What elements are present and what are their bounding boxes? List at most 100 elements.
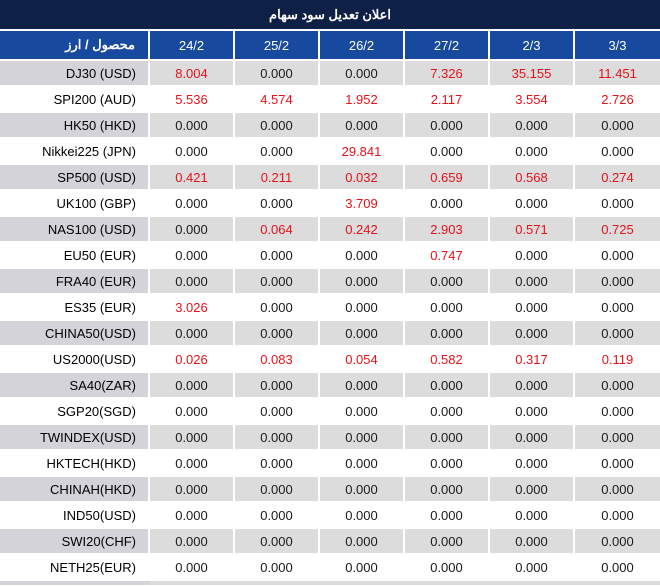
instrument-name: CHINAH(HKD)	[0, 477, 150, 503]
table-row: Nikkei225 (JPN) 0.000 0.000 29.841 0.000 0.00…	[0, 139, 660, 165]
dividend-value: 0.000	[575, 243, 660, 269]
dividend-value: 0.000	[320, 477, 405, 503]
title-bar: اعلان تعديل سود سهام	[0, 0, 660, 31]
dividend-value: 0.000	[490, 399, 575, 425]
instrument-name: HKTECH(HKD)	[0, 451, 150, 477]
dividend-value: 0.000	[235, 503, 320, 529]
dividend-value: 0.000	[235, 425, 320, 451]
dividend-value: 0.000	[320, 373, 405, 399]
dividend-value: 0.000	[490, 243, 575, 269]
dividend-value: 0.000	[320, 529, 405, 555]
instrument-name: FRA40 (EUR)	[0, 269, 150, 295]
dividend-value: 0.000	[150, 555, 235, 581]
dividend-value: 0.000	[320, 295, 405, 321]
date-column-header: 27/2	[405, 31, 490, 61]
dividend-value: 1.952	[320, 87, 405, 113]
dividend-value: 0.000	[320, 243, 405, 269]
table-row: NETH25(EUR) 0.000 0.000 0.000 0.000 0.000 0.00…	[0, 555, 660, 581]
dividend-value: 0.000	[150, 399, 235, 425]
dividend-value: 0.000	[490, 139, 575, 165]
table-row: NAS100 (USD) 0.000 0.064 0.242 2.903 0.571 0.7…	[0, 217, 660, 243]
dividend-value: 0.000	[575, 477, 660, 503]
dividend-value: 0.000	[405, 113, 490, 139]
table-header-row: محصول / ارز 24/2 25/2 26/2 27/2 2/3 3/3	[0, 31, 660, 61]
dividend-value: 0.000	[405, 399, 490, 425]
dividend-value: 0.568	[490, 165, 575, 191]
dividend-value: 2.117	[405, 87, 490, 113]
instrument-name: TWINDEX(USD)	[0, 425, 150, 451]
table-row: HKTECH(HKD) 0.000 0.000 0.000 0.000 0.000 0.00…	[0, 451, 660, 477]
dividend-value: 11.451	[575, 61, 660, 87]
dividend-value: 0.000	[490, 269, 575, 295]
dividend-value: 0.582	[405, 347, 490, 373]
cutoff-name-cell	[0, 581, 150, 585]
instrument-name: HK50 (HKD)	[0, 113, 150, 139]
table-row: HK50 (HKD) 0.000 0.000 0.000 0.000 0.000 0.000	[0, 113, 660, 139]
dividend-value: 0.000	[150, 113, 235, 139]
dividend-value: 0.747	[405, 243, 490, 269]
dividend-value: 0.000	[490, 503, 575, 529]
instrument-name: DJ30 (USD)	[0, 61, 150, 87]
dividend-value: 0.000	[235, 399, 320, 425]
table-row: US2000(USD) 0.026 0.083 0.054 0.582 0.317 0.11…	[0, 347, 660, 373]
table-row: SPI200 (AUD) 5.536 4.574 1.952 2.117 3.554 2.7…	[0, 87, 660, 113]
dividend-value: 0.000	[405, 269, 490, 295]
dividend-value: 0.000	[150, 529, 235, 555]
dividend-value: 0.000	[490, 529, 575, 555]
instrument-name: SWI20(CHF)	[0, 529, 150, 555]
instrument-name: EU50 (EUR)	[0, 243, 150, 269]
table-row: SP500 (USD) 0.421 0.211 0.032 0.659 0.568 0.27…	[0, 165, 660, 191]
date-column-header: 2/3	[490, 31, 575, 61]
dividend-value: 0.000	[235, 61, 320, 87]
dividend-value: 0.659	[405, 165, 490, 191]
dividend-value: 0.000	[575, 113, 660, 139]
dividend-value: 0.000	[320, 61, 405, 87]
date-column-header: 3/3	[575, 31, 660, 61]
dividend-value: 0.000	[575, 399, 660, 425]
dividend-value: 0.000	[235, 321, 320, 347]
table-row: DJ30 (USD) 8.004 0.000 0.000 7.326 35.155 11.4…	[0, 61, 660, 87]
dividend-value: 0.000	[490, 191, 575, 217]
dividend-value: 0.000	[235, 113, 320, 139]
table-row: CHINAH(HKD) 0.000 0.000 0.000 0.000 0.000 0.00…	[0, 477, 660, 503]
dividend-value: 0.000	[575, 529, 660, 555]
dividend-value: 3.554	[490, 87, 575, 113]
dividend-value: 0.000	[490, 555, 575, 581]
table-row: SA40(ZAR) 0.000 0.000 0.000 0.000 0.000 0.000	[0, 373, 660, 399]
dividend-value: 29.841	[320, 139, 405, 165]
dividend-value: 0.242	[320, 217, 405, 243]
dividend-value: 0.000	[575, 321, 660, 347]
dividend-value: 7.326	[405, 61, 490, 87]
dividend-value: 4.574	[235, 87, 320, 113]
table-row: FRA40 (EUR) 0.000 0.000 0.000 0.000 0.000 0.00…	[0, 269, 660, 295]
dividend-value: 0.083	[235, 347, 320, 373]
cutoff-value-cells	[150, 581, 660, 585]
instrument-name: SPI200 (AUD)	[0, 87, 150, 113]
dividend-value: 0.000	[235, 243, 320, 269]
dividend-value: 0.000	[150, 373, 235, 399]
page-title: اعلان تعديل سود سهام	[269, 6, 391, 22]
dividend-value: 0.000	[320, 269, 405, 295]
dividend-value: 0.000	[150, 451, 235, 477]
dividend-value: 0.000	[320, 503, 405, 529]
dividend-value: 0.000	[150, 191, 235, 217]
dividend-value: 0.000	[490, 373, 575, 399]
dividend-value: 0.211	[235, 165, 320, 191]
dividend-value: 0.000	[150, 477, 235, 503]
table-row: ES35 (EUR) 3.026 0.000 0.000 0.000 0.000 0.000	[0, 295, 660, 321]
table-row: CHINA50(USD) 0.000 0.000 0.000 0.000 0.000 0.0…	[0, 321, 660, 347]
dividend-value: 0.026	[150, 347, 235, 373]
dividend-value: 0.000	[405, 477, 490, 503]
instrument-name: NETH25(EUR)	[0, 555, 150, 581]
date-column-header: 26/2	[320, 31, 405, 61]
dividend-value: 0.000	[490, 295, 575, 321]
dividend-value: 0.000	[490, 477, 575, 503]
dividend-value: 0.119	[575, 347, 660, 373]
dividend-value: 0.000	[575, 295, 660, 321]
cutoff-row-strip	[0, 581, 660, 585]
dividend-value: 0.000	[150, 425, 235, 451]
dividend-value: 0.000	[320, 451, 405, 477]
dividend-value: 0.054	[320, 347, 405, 373]
dividend-value: 0.000	[235, 555, 320, 581]
dividend-value: 0.571	[490, 217, 575, 243]
